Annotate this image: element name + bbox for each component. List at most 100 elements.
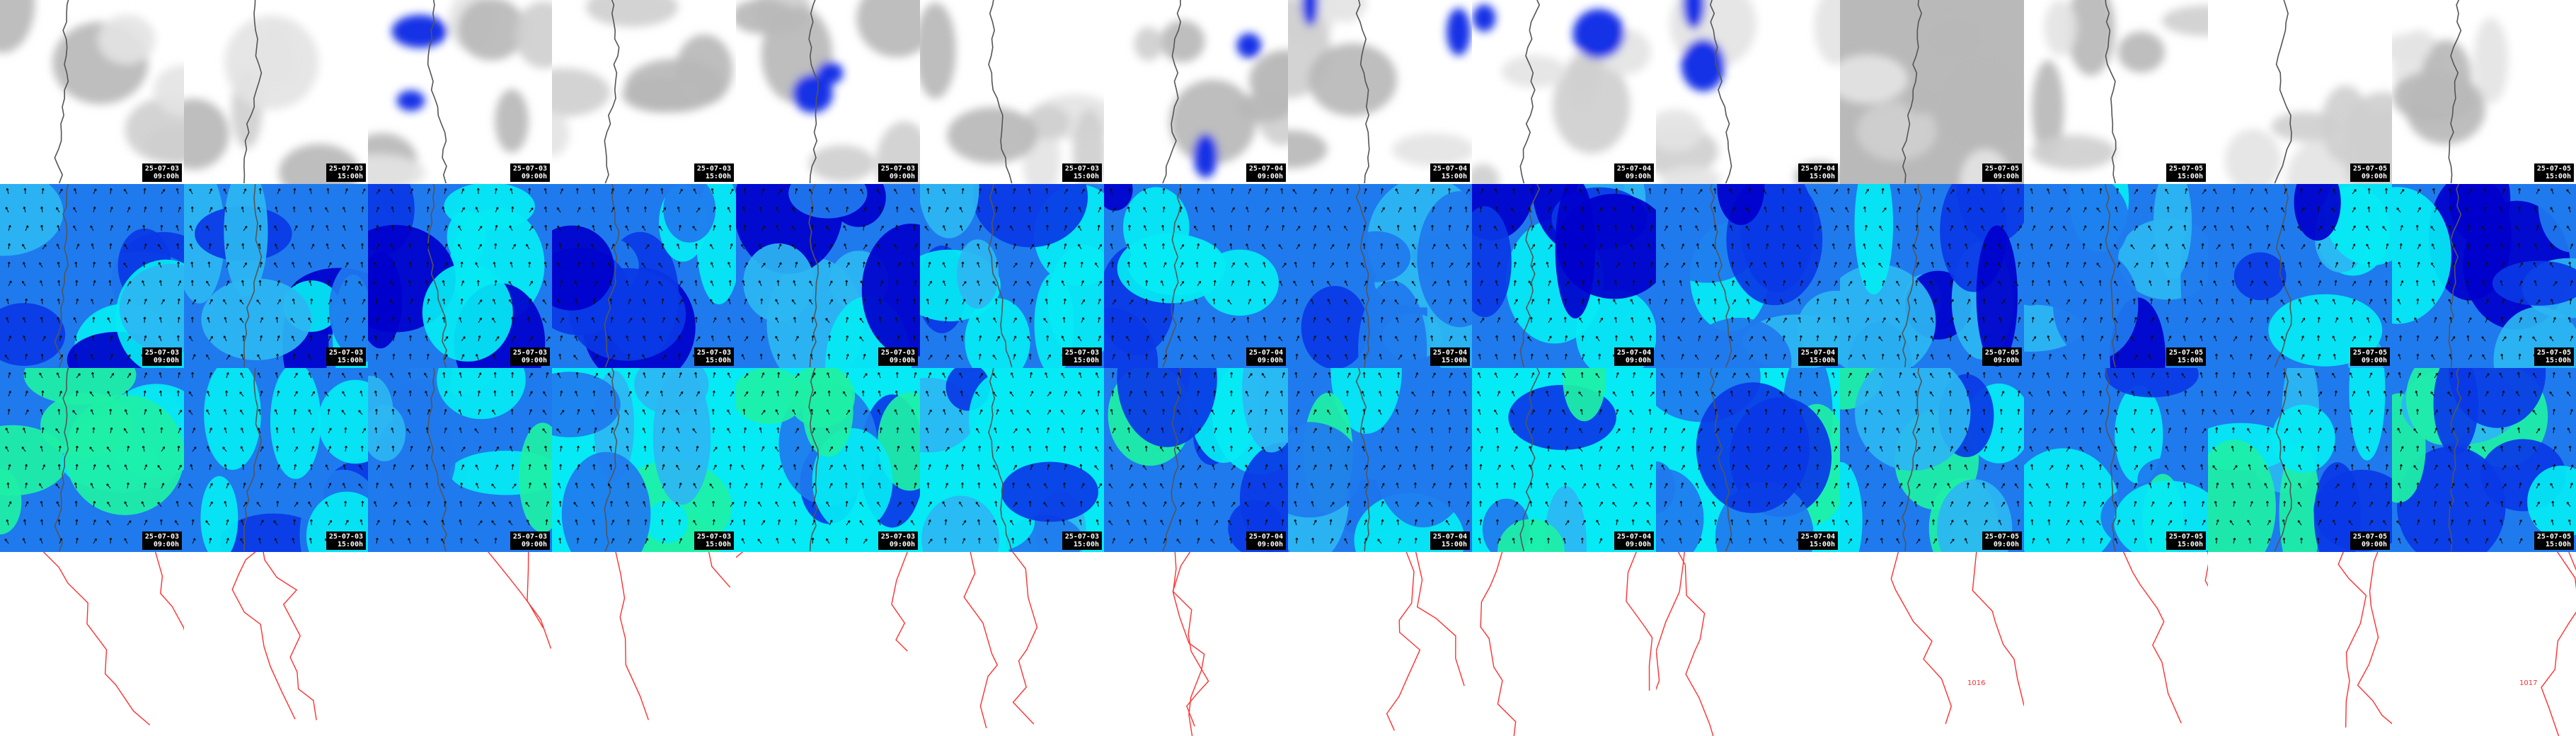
timestamp-label: 25-07-03 09:00h [878,163,918,182]
map-tile-wind-r1-c4: 25-07-03 09:00h [736,184,920,368]
timestamp-date: 25-07-04 [1432,533,1467,541]
timestamp-date: 25-07-03 [328,349,363,357]
timestamp-time: 09:00h [1993,541,2019,548]
timestamp-time: 15:00h [1073,541,1099,548]
wind-map [1472,368,1656,552]
timestamp-time: 09:00h [153,173,179,180]
timestamp-time: 09:00h [2361,173,2387,180]
timestamp-date: 25-07-05 [2168,349,2203,357]
map-tile-wind-r2-c2: 25-07-03 09:00h [368,368,552,552]
cloud-map [368,0,552,184]
timestamp-time: 09:00h [1257,357,1283,364]
isobar-map [2208,552,2392,736]
timestamp-label: 25-07-04 09:00h [1246,531,1286,550]
map-tile-wind-r2-c13: 25-07-05 15:00h [2392,368,2576,552]
timestamp-time: 09:00h [889,173,915,180]
map-tile-cloud-r0-c12: 25-07-05 09:00h [2208,0,2392,184]
cloud-map [552,0,736,184]
timestamp-label: 25-07-03 15:00h [326,163,366,182]
timestamp-label: 25-07-05 15:00h [2166,163,2206,182]
wind-map [1656,368,1840,552]
wind-map [552,368,736,552]
timestamp-time: 15:00h [705,357,731,364]
isobar-map [1288,552,1472,736]
timestamp-date: 25-07-04 [1432,349,1467,357]
timestamp-date: 25-07-05 [1984,349,2019,357]
cloud-map [1656,0,1840,184]
map-tile-cloud-r0-c6: 25-07-04 09:00h [1104,0,1288,184]
timestamp-time: 15:00h [337,357,363,364]
timestamp-time: 15:00h [1441,357,1467,364]
timestamp-time: 09:00h [521,173,547,180]
timestamp-date: 25-07-03 [880,349,915,357]
timestamp-time: 09:00h [889,541,915,548]
cloud-map [2392,0,2576,184]
isobar-map [736,552,920,736]
timestamp-label: 25-07-03 15:00h [1062,347,1102,366]
timestamp-label: 25-07-03 09:00h [510,531,550,550]
timestamp-label: 25-07-04 09:00h [1614,163,1654,182]
timestamp-label: 25-07-05 09:00h [1982,531,2022,550]
map-tile-cloud-r0-c4: 25-07-03 09:00h [736,0,920,184]
map-tile-wind-r2-c5: 25-07-03 15:00h [920,368,1104,552]
map-tile-wind-r1-c3: 25-07-03 15:00h [552,184,736,368]
map-tile-cloud-r0-c1: 25-07-03 15:00h [184,0,368,184]
timestamp-time: 09:00h [1993,357,2019,364]
timestamp-date: 25-07-04 [1616,165,1651,173]
isobar-map [552,552,736,736]
map-tile-wind-r1-c7: 25-07-04 15:00h [1288,184,1472,368]
timestamp-time: 09:00h [2361,357,2387,364]
timestamp-date: 25-07-05 [2536,165,2571,173]
timestamp-label: 25-07-03 09:00h [878,531,918,550]
map-tile-wind-r1-c9: 25-07-04 15:00h [1656,184,1840,368]
timestamp-date: 25-07-04 [1800,349,1835,357]
timestamp-label: 25-07-03 15:00h [1062,531,1102,550]
map-tile-wind-r1-c0: 25-07-03 09:00h [0,184,184,368]
cloud-map [1104,0,1288,184]
timestamp-date: 25-07-03 [512,533,547,541]
wind-map [736,184,920,368]
timestamp-date: 25-07-04 [1432,165,1467,173]
wind-map [2208,368,2392,552]
timestamp-date: 25-07-03 [1064,349,1099,357]
wind-map [736,368,920,552]
map-tile-cloud-r0-c10: 25-07-05 09:00h [1840,0,2024,184]
map-tile-wind-r1-c1: 25-07-03 15:00h [184,184,368,368]
wind-map [2392,184,2576,368]
map-tile-cloud-r0-c11: 25-07-05 15:00h [2024,0,2208,184]
timestamp-time: 15:00h [2545,173,2571,180]
timestamp-time: 09:00h [2361,541,2387,548]
map-tile-isobar-r3-c13: 1017 [2392,552,2576,736]
isobar-map [2392,552,2576,736]
timestamp-date: 25-07-03 [696,533,731,541]
wind-map [2024,184,2208,368]
timestamp-label: 25-07-04 09:00h [1246,347,1286,366]
timestamp-label: 25-07-04 09:00h [1614,531,1654,550]
timestamp-time: 15:00h [337,173,363,180]
timestamp-date: 25-07-03 [1064,533,1099,541]
cloud-map [736,0,920,184]
wind-map [1472,184,1656,368]
map-tile-wind-r2-c0: 25-07-03 09:00h [0,368,184,552]
timestamp-label: 25-07-05 09:00h [1982,347,2022,366]
map-tile-wind-r2-c10: 25-07-05 09:00h [1840,368,2024,552]
wind-map [1840,184,2024,368]
timestamp-date: 25-07-03 [328,533,363,541]
timestamp-label: 25-07-04 09:00h [1614,347,1654,366]
timestamp-label: 25-07-05 15:00h [2534,347,2574,366]
map-tile-wind-r2-c12: 25-07-05 09:00h [2208,368,2392,552]
timestamp-label: 25-07-03 09:00h [142,163,182,182]
timestamp-label: 25-07-05 09:00h [1982,163,2022,182]
timestamp-date: 25-07-04 [1800,533,1835,541]
timestamp-time: 15:00h [2545,357,2571,364]
cloud-map [2208,0,2392,184]
map-tile-cloud-r0-c3: 25-07-03 15:00h [552,0,736,184]
map-tile-wind-r2-c3: 25-07-03 15:00h [552,368,736,552]
wind-map [0,184,184,368]
timestamp-date: 25-07-05 [2536,533,2571,541]
map-tile-cloud-r0-c2: 25-07-03 09:00h [368,0,552,184]
map-tile-cloud-r0-c0: 25-07-03 09:00h [0,0,184,184]
timestamp-label: 25-07-04 15:00h [1430,531,1470,550]
timestamp-date: 25-07-03 [144,349,179,357]
wind-map [2392,368,2576,552]
